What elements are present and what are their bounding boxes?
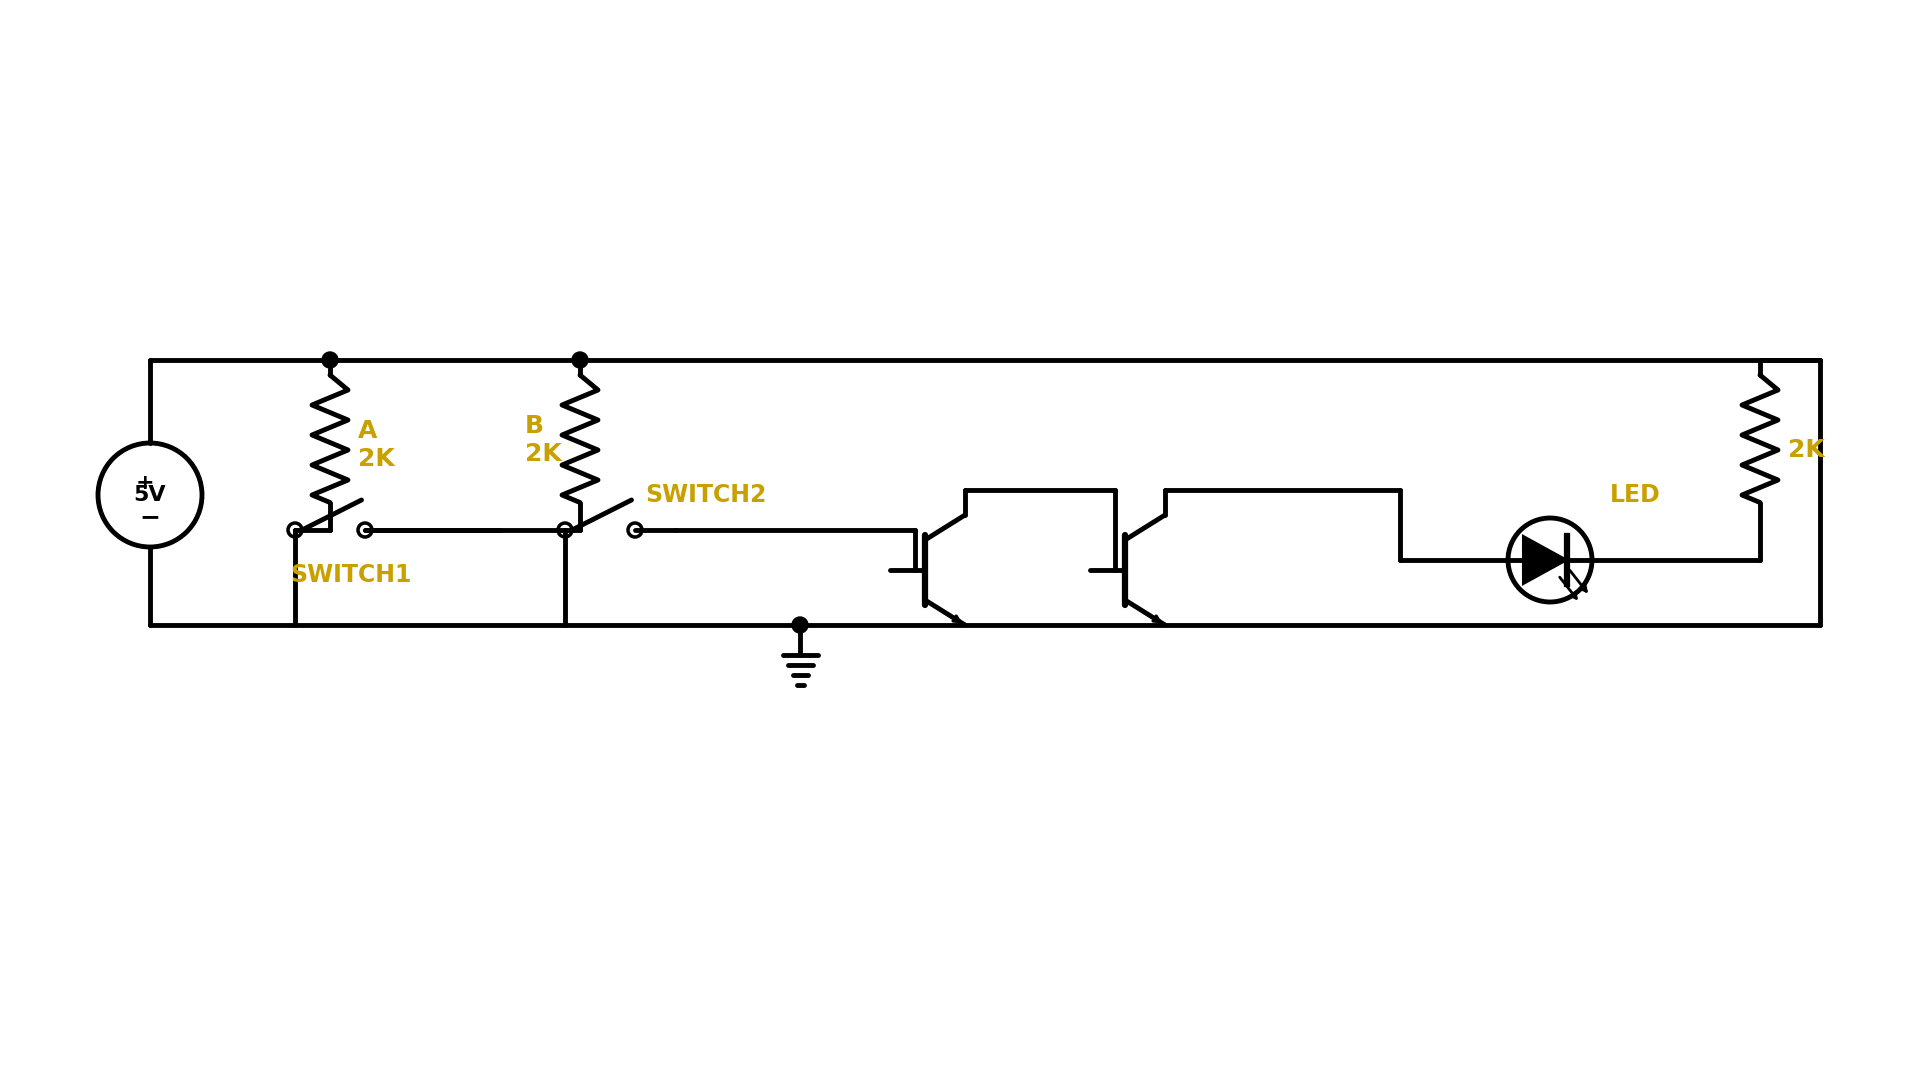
Circle shape: [323, 352, 338, 368]
Text: SWITCH1: SWITCH1: [290, 563, 411, 588]
Text: 5V: 5V: [134, 485, 167, 505]
Text: B
2K: B 2K: [524, 414, 563, 465]
Text: SWITCH2: SWITCH2: [645, 483, 766, 507]
Polygon shape: [1523, 536, 1567, 584]
Text: 2K: 2K: [1788, 438, 1824, 462]
Circle shape: [572, 352, 588, 368]
Text: LED: LED: [1611, 483, 1661, 507]
Circle shape: [793, 617, 808, 633]
Text: A
2K: A 2K: [357, 419, 396, 471]
Text: −: −: [140, 505, 161, 529]
Text: +: +: [136, 473, 154, 492]
